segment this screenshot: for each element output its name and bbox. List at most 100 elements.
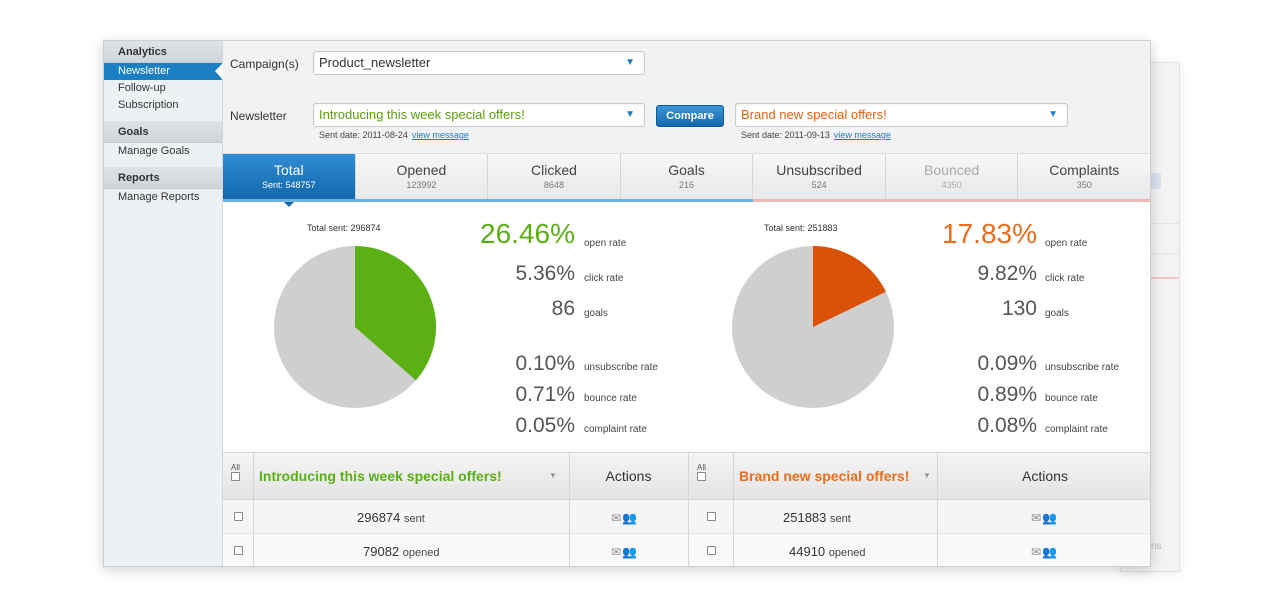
stats-panel-b: Total sent: 251883 17.83% open rate 9.82…	[688, 202, 1150, 452]
sort-arrow-icon[interactable]: ▼	[549, 471, 557, 480]
filter-bar: Campaign(s) Product_newsletter ▼ Newslet…	[223, 41, 1150, 154]
unsubscribe-rate-a-value: 0.10%	[515, 352, 575, 375]
sent-date-a: Sent date: 2011-08-24 view message	[319, 130, 469, 140]
tab-complaints-value: 350	[1076, 180, 1092, 190]
pie-slice-opened-b	[813, 246, 886, 327]
row-checkbox[interactable]	[234, 512, 243, 521]
people-icon[interactable]: 👥	[1042, 511, 1058, 525]
sidebar-item-follow-up[interactable]: Follow-up	[118, 82, 166, 94]
tab-opened-value: 123992	[406, 180, 437, 190]
newsletter-b-select[interactable]: Brand new special offers! ▼	[735, 103, 1068, 127]
tab-bounced-value: 4350	[941, 180, 962, 190]
chevron-down-icon: ▼	[625, 109, 635, 120]
compare-button[interactable]: Compare	[656, 105, 724, 127]
click-rate-b-label: click rate	[1045, 273, 1085, 284]
metric-tabs: Total Sent: 548757 Opened 123992 Clicked…	[223, 154, 1150, 207]
tab-total-label: Total	[274, 162, 304, 178]
row-value: 79082 opened	[363, 544, 440, 559]
row-value: 251883 sent	[783, 510, 851, 525]
table-b-title[interactable]: Brand new special offers!	[739, 468, 910, 484]
tab-total-value: Sent: 548757	[262, 180, 316, 190]
row-checkbox[interactable]	[707, 546, 716, 555]
tab-unsubscribed[interactable]: Unsubscribed 524	[753, 154, 886, 201]
analytics-app-window: Analytics Newsletter Follow-up Subscript…	[103, 40, 1151, 567]
select-all-a: All	[231, 463, 240, 483]
campaign-label: Campaign(s)	[230, 57, 299, 71]
tab-total[interactable]: Total Sent: 548757	[223, 154, 356, 207]
tab-bounced-label: Bounced	[924, 162, 980, 178]
select-all-a-checkbox[interactable]	[231, 472, 240, 481]
tab-unsubscribed-label: Unsubscribed	[776, 162, 862, 178]
complaint-rate-b-value: 0.08%	[977, 414, 1037, 437]
background-chip	[1149, 173, 1161, 189]
people-icon[interactable]: 👥	[622, 511, 638, 525]
newsletter-b-value: Brand new special offers!	[741, 107, 887, 122]
row-checkbox[interactable]	[707, 512, 716, 521]
tab-clicked[interactable]: Clicked 8648	[488, 154, 621, 201]
total-sent-a: Total sent: 296874	[307, 223, 381, 233]
sidebar: Analytics Newsletter Follow-up Subscript…	[104, 41, 223, 566]
table-row: 79082 opened ✉👥	[223, 534, 688, 566]
tab-clicked-value: 8648	[543, 180, 564, 190]
sidebar-item-subscription[interactable]: Subscription	[118, 99, 179, 111]
people-icon[interactable]: 👥	[1042, 545, 1058, 559]
view-message-b-link[interactable]: view message	[833, 130, 891, 140]
click-rate-a-label: click rate	[584, 273, 624, 284]
row-actions[interactable]: ✉👥	[1031, 545, 1057, 559]
tab-bounced[interactable]: Bounced 4350	[885, 154, 1019, 201]
tab-complaints[interactable]: Complaints 350	[1018, 154, 1150, 201]
goals-b-label: goals	[1045, 308, 1069, 319]
complaint-rate-a-label: complaint rate	[584, 424, 647, 435]
people-icon[interactable]: 👥	[622, 545, 638, 559]
total-sent-b: Total sent: 251883	[764, 223, 838, 233]
sidebar-section-goals: Goals	[104, 121, 222, 143]
complaint-rate-b-label: complaint rate	[1045, 424, 1108, 435]
sent-date-b: Sent date: 2011-09-13 view message	[741, 130, 891, 140]
row-checkbox[interactable]	[234, 546, 243, 555]
bounce-rate-a-value: 0.71%	[515, 383, 575, 406]
bounce-rate-b-value: 0.89%	[977, 383, 1037, 406]
main-content: Campaign(s) Product_newsletter ▼ Newslet…	[223, 41, 1150, 566]
bounce-rate-b-label: bounce rate	[1045, 393, 1098, 404]
unsubscribe-rate-b-value: 0.09%	[977, 352, 1037, 375]
envelope-icon[interactable]: ✉	[1031, 511, 1042, 525]
background-text: ns	[1151, 541, 1162, 552]
row-value: 296874 sent	[357, 510, 425, 525]
goals-a-value: 86	[551, 297, 575, 320]
tab-underline-a	[223, 199, 753, 202]
table-b-header: All Brand new special offers! ▼ Actions	[689, 452, 1150, 501]
sent-date-a-text: Sent date: 2011-08-24	[319, 130, 408, 140]
all-label-a: All	[231, 463, 240, 472]
open-rate-pie-a	[274, 246, 436, 408]
sidebar-item-newsletter[interactable]: Newsletter	[104, 63, 223, 80]
table-a-title[interactable]: Introducing this week special offers!	[259, 468, 502, 484]
tab-opened[interactable]: Opened 123992	[355, 154, 489, 201]
tab-goals[interactable]: Goals 216	[620, 154, 754, 201]
sidebar-item-manage-goals[interactable]: Manage Goals	[118, 145, 190, 157]
select-all-b: All	[697, 463, 706, 483]
envelope-icon[interactable]: ✉	[611, 545, 622, 559]
newsletter-a-select[interactable]: Introducing this week special offers! ▼	[313, 103, 645, 127]
newsletter-label: Newsletter	[230, 109, 287, 123]
open-rate-b-value: 17.83%	[942, 218, 1037, 249]
sort-arrow-icon[interactable]: ▼	[923, 471, 931, 480]
sent-date-b-text: Sent date: 2011-09-13	[741, 130, 830, 140]
row-actions[interactable]: ✉👥	[611, 545, 637, 559]
row-actions[interactable]: ✉👥	[1031, 511, 1057, 525]
tab-goals-label: Goals	[668, 162, 705, 178]
sidebar-section-analytics: Analytics	[104, 41, 222, 63]
table-row: 44910 opened ✉👥	[689, 534, 1150, 566]
row-actions[interactable]: ✉👥	[611, 511, 637, 525]
envelope-icon[interactable]: ✉	[611, 511, 622, 525]
unsubscribe-rate-a-label: unsubscribe rate	[584, 362, 658, 373]
view-message-a-link[interactable]: view message	[411, 130, 469, 140]
bounce-rate-a-label: bounce rate	[584, 393, 637, 404]
campaign-select[interactable]: Product_newsletter ▼	[313, 51, 645, 75]
chevron-down-icon: ▼	[1048, 109, 1058, 120]
tab-underline-b	[753, 199, 1150, 202]
select-all-b-checkbox[interactable]	[697, 472, 706, 481]
sidebar-item-manage-reports[interactable]: Manage Reports	[118, 191, 200, 203]
open-rate-a-label: open rate	[584, 238, 627, 249]
tab-goals-value: 216	[679, 180, 695, 190]
envelope-icon[interactable]: ✉	[1031, 545, 1042, 559]
